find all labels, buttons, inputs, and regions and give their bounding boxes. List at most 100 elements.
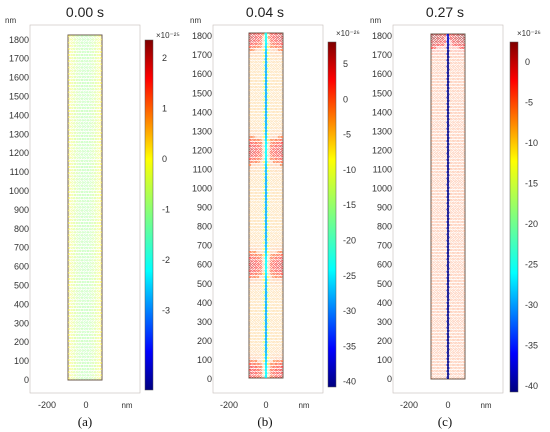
field-point xyxy=(96,284,99,287)
field-point xyxy=(430,202,434,205)
field-point xyxy=(459,108,462,112)
field-point xyxy=(80,290,84,293)
field-point xyxy=(449,317,453,320)
field-point xyxy=(272,362,275,366)
field-point xyxy=(67,315,71,318)
field-point xyxy=(439,366,442,370)
field-point xyxy=(75,190,78,193)
field-point xyxy=(73,100,77,103)
field-point xyxy=(93,221,97,225)
field-point xyxy=(275,123,278,126)
field-point xyxy=(71,287,74,290)
field-point xyxy=(260,316,263,319)
field-point xyxy=(456,270,460,273)
field-point xyxy=(97,225,100,228)
field-point xyxy=(75,172,78,175)
field-point xyxy=(99,346,102,349)
field-point xyxy=(86,377,89,380)
field-point xyxy=(267,79,271,83)
field-point xyxy=(267,92,271,95)
field-point xyxy=(443,332,447,336)
centerline-segment xyxy=(447,263,449,267)
field-point xyxy=(280,33,283,36)
field-point xyxy=(88,72,91,75)
field-point xyxy=(462,152,465,155)
field-point xyxy=(462,248,466,252)
field-point xyxy=(459,114,462,118)
field-point xyxy=(75,259,78,262)
panel-c: 0.27 s nm 010020030040050060070080090010… xyxy=(370,4,541,429)
field-point xyxy=(67,340,71,343)
field-point xyxy=(452,267,455,270)
field-point xyxy=(449,376,452,379)
field-point xyxy=(249,216,253,220)
field-point xyxy=(256,70,259,73)
field-point xyxy=(80,296,84,299)
centerline-segment xyxy=(447,133,449,137)
field-point xyxy=(457,230,460,233)
centerline-segment xyxy=(447,40,449,44)
field-point xyxy=(454,282,457,286)
field-point xyxy=(83,159,86,162)
field-point xyxy=(444,161,447,165)
field-point xyxy=(73,228,76,231)
field-point xyxy=(434,80,437,84)
field-point xyxy=(452,342,455,345)
field-point xyxy=(81,243,84,246)
field-point xyxy=(436,146,439,149)
field-point xyxy=(439,248,442,252)
field-point xyxy=(252,54,255,58)
field-point xyxy=(273,229,276,232)
field-point xyxy=(270,222,273,226)
field-point xyxy=(79,299,82,302)
centerline-segment xyxy=(265,63,267,67)
field-point xyxy=(79,125,82,128)
field-point xyxy=(439,255,442,258)
field-point xyxy=(252,254,255,257)
field-point xyxy=(273,148,276,151)
field-point xyxy=(430,345,434,348)
centerline-segment xyxy=(265,278,267,282)
field-point xyxy=(78,128,81,131)
field-point xyxy=(75,41,78,44)
field-point xyxy=(91,271,94,274)
field-point xyxy=(93,246,97,249)
field-point xyxy=(277,201,280,204)
field-point xyxy=(444,37,447,40)
field-point xyxy=(457,174,460,177)
field-point xyxy=(462,58,465,62)
field-point xyxy=(431,74,434,78)
field-point xyxy=(257,85,260,89)
field-point xyxy=(70,203,73,206)
field-point xyxy=(84,280,87,284)
field-point xyxy=(455,223,458,227)
field-point xyxy=(83,147,86,150)
centerline-segment xyxy=(447,291,449,295)
field-point xyxy=(277,138,280,142)
field-point xyxy=(274,145,278,148)
field-point xyxy=(251,151,254,154)
field-point xyxy=(257,278,260,282)
field-point xyxy=(438,152,441,155)
field-point xyxy=(449,192,453,196)
field-point xyxy=(277,126,280,129)
field-point xyxy=(451,114,454,118)
field-point xyxy=(262,291,265,294)
field-point xyxy=(254,113,257,117)
y-tick-label: 1700 xyxy=(9,54,29,64)
field-point xyxy=(94,225,97,228)
field-point xyxy=(99,150,103,153)
field-point xyxy=(273,241,276,244)
field-point xyxy=(248,369,252,372)
field-point xyxy=(439,192,442,196)
field-point xyxy=(267,123,271,126)
field-point xyxy=(431,223,434,227)
field-point xyxy=(443,351,447,354)
field-point xyxy=(67,35,71,38)
field-point xyxy=(80,147,84,150)
field-point xyxy=(442,223,445,227)
field-point xyxy=(86,324,90,327)
field-point xyxy=(86,35,89,38)
field-point xyxy=(449,223,453,227)
field-point xyxy=(456,239,460,242)
